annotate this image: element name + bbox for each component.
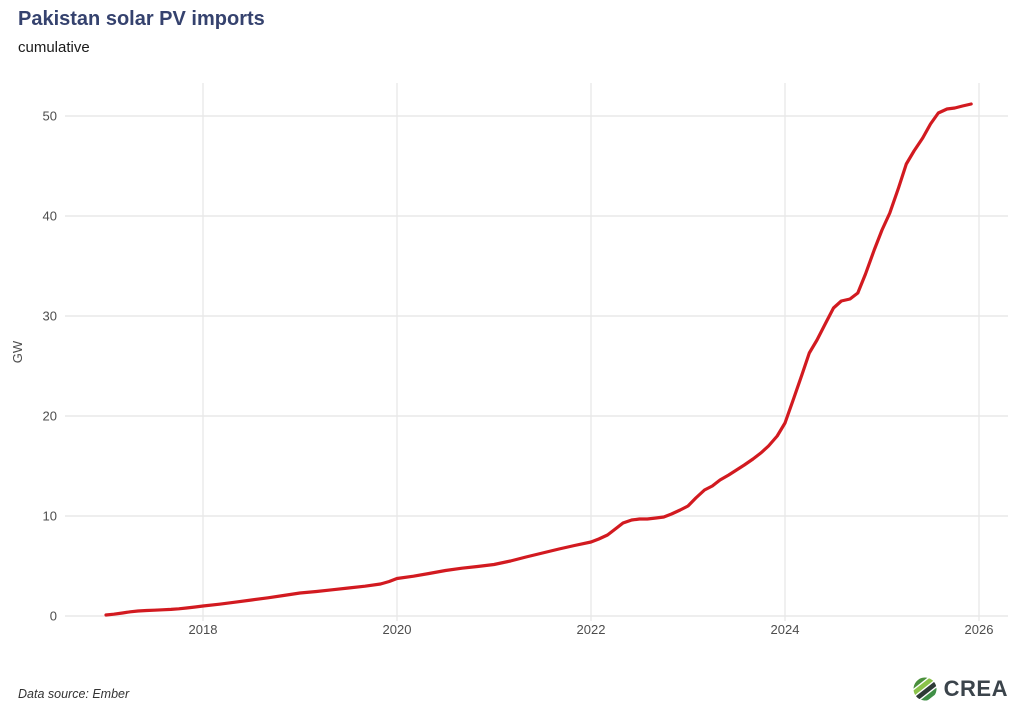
x-tick-label: 2024 <box>771 622 800 637</box>
crea-logo: CREA <box>911 676 1008 702</box>
y-tick-label: 40 <box>43 209 57 224</box>
page-title: Pakistan solar PV imports <box>18 8 265 30</box>
data-source-caption: Data source: Ember <box>18 687 130 701</box>
y-tick-label: 20 <box>43 409 57 424</box>
crea-logo-text: CREA <box>943 676 1008 701</box>
y-tick-label: 10 <box>43 509 57 524</box>
x-tick-label: 2020 <box>383 622 412 637</box>
y-axis-label: GW <box>10 340 25 363</box>
y-tick-label: 30 <box>43 309 57 324</box>
x-tick-label: 2026 <box>965 622 994 637</box>
data-line <box>104 102 973 617</box>
chart-subtitle: cumulative <box>18 39 90 56</box>
crea-logo-icon <box>911 676 938 702</box>
x-tick-label: 2018 <box>189 622 218 637</box>
x-tick-label: 2022 <box>577 622 606 637</box>
y-tick-label: 0 <box>50 609 57 624</box>
line-chart: 0 10 20 30 40 50 2018 2020 2022 2024 2026 GW <box>10 83 1008 637</box>
y-tick-label: 50 <box>43 109 57 124</box>
